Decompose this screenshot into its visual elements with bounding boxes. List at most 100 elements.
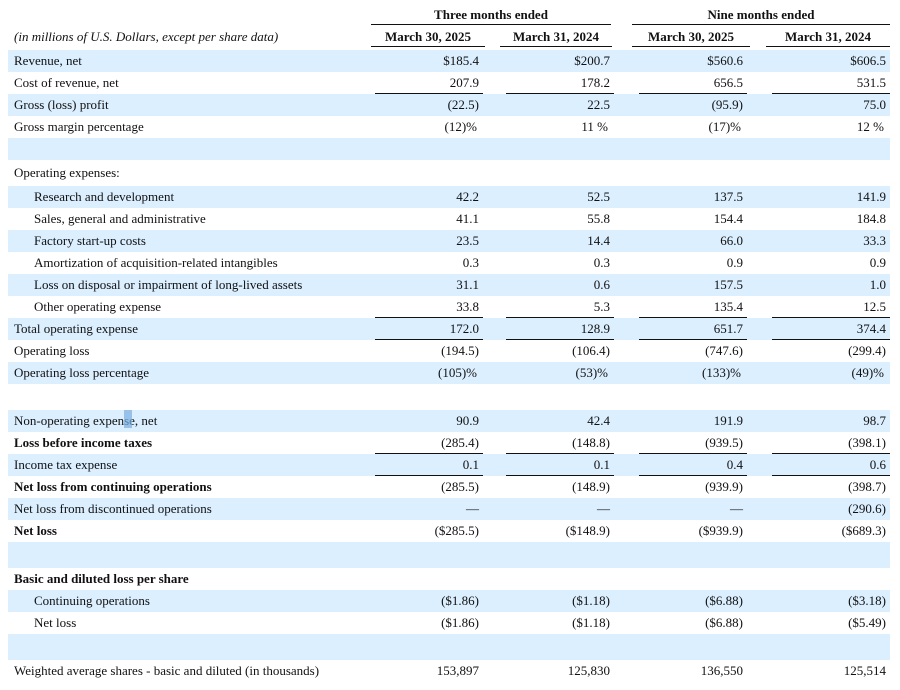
table-row: Non-operating expense, net 90.9 42.4 191.9 9… (8, 410, 890, 432)
row-label: Factory start-up costs (34, 233, 146, 248)
row-label: Basic and diluted loss per share (14, 571, 189, 586)
value-cell: — (597, 501, 610, 516)
table-row (8, 138, 890, 160)
table-row: Basic and diluted loss per share (8, 568, 890, 590)
value-cell: (747.6) (705, 343, 743, 358)
value-cell: (106.4) (572, 343, 610, 358)
value-cell: ($939.9) (635, 520, 747, 545)
value-cell (635, 160, 747, 186)
column-header-q-2025: March 30, 2025 (371, 28, 485, 47)
value-cell (502, 160, 614, 186)
row-label: Amortization of acquisition-related inta… (34, 255, 278, 270)
value-cell (371, 160, 483, 186)
table-row: Revenue, net $185.4 $200.7 $560.6 $606.5 (8, 50, 890, 72)
value-cell: 154.4 (713, 211, 743, 226)
table-row: Income tax expense 0.1 0.1 0.4 0.6 (8, 454, 890, 476)
value-cell: 98.7 (863, 413, 886, 428)
value-cell: 157.5 (713, 277, 743, 292)
value-cell: 172.0 (371, 318, 483, 340)
row-label: Income tax expense (14, 457, 118, 472)
value-cell: 374.4 (768, 318, 890, 340)
value-cell: 184.8 (856, 211, 886, 226)
value-cell: 33.8 (371, 296, 483, 318)
value-cell (371, 384, 483, 410)
units-caption: (in millions of U.S. Dollars, except per… (14, 29, 279, 44)
value-cell: (939.5) (635, 432, 747, 454)
value-cell: ($1.86) (441, 593, 479, 608)
row-label: Revenue, net (14, 53, 82, 68)
value-cell: ($1.18) (572, 593, 610, 608)
value-cell: 0.6 (593, 277, 610, 292)
table-row: Continuing operations ($1.86) ($1.18) ($6.8… (8, 590, 890, 612)
value-cell: 651.7 (635, 318, 747, 340)
value-cell (371, 542, 483, 568)
value-cell: 41.1 (456, 211, 479, 226)
value-cell: — (466, 501, 479, 516)
table-row: Net loss ($1.86) ($1.18) ($6.88) ($5.49) (8, 612, 890, 634)
value-cell: 42.2 (456, 189, 479, 204)
value-cell (502, 634, 614, 660)
value-cell (371, 138, 483, 160)
row-label: Total operating expense (14, 321, 138, 336)
value-cell: 0.1 (502, 454, 614, 476)
table-row: Other operating expense 33.8 5.3 135.4 12.5 (8, 296, 890, 318)
row-label: Net loss from discontinued operations (14, 501, 212, 516)
value-cell: 11 % (581, 119, 608, 134)
value-cell: 137.5 (713, 189, 743, 204)
row-label: Non-operating expense, net (14, 413, 158, 428)
value-cell: ($6.88) (705, 593, 743, 608)
value-cell: (22.5) (447, 97, 479, 112)
value-cell: 90.9 (456, 413, 479, 428)
row-label: Net loss (14, 523, 57, 538)
row-label: Operating expenses: (14, 165, 120, 180)
value-cell: (939.9) (705, 479, 743, 494)
table-row: Loss before income taxes (285.4) (148.8) (9… (8, 432, 890, 454)
value-cell: ($285.5) (371, 520, 483, 545)
value-cell: (299.4) (848, 343, 886, 358)
value-cell: (290.6) (848, 501, 886, 516)
value-cell: (148.8) (502, 432, 614, 454)
table-row: Sales, general and administrative 41.1 55.… (8, 208, 890, 230)
value-cell: (285.5) (441, 479, 479, 494)
value-cell (371, 634, 483, 660)
value-cell: 0.9 (869, 255, 886, 270)
value-cell (502, 384, 614, 410)
value-cell: 22.5 (587, 97, 610, 112)
value-cell: 42.4 (587, 413, 610, 428)
value-cell: $606.5 (850, 53, 886, 68)
value-cell (635, 634, 747, 660)
value-cell: 191.9 (713, 413, 743, 428)
value-cell (502, 568, 614, 590)
value-cell: 0.3 (593, 255, 610, 270)
value-cell: 0.9 (726, 255, 743, 270)
value-cell: 178.2 (502, 72, 614, 94)
value-cell: 75.0 (863, 97, 886, 112)
value-cell: 33.3 (863, 233, 886, 248)
table-row: Net loss from discontinued operations — — —… (8, 498, 890, 520)
value-cell: 656.5 (635, 72, 747, 94)
value-cell: ($148.9) (502, 520, 614, 545)
value-cell: 12 % (856, 119, 884, 134)
value-cell: ($1.18) (572, 615, 610, 630)
value-cell: 0.4 (635, 454, 747, 476)
column-header-9m-2024: March 31, 2024 (766, 28, 890, 47)
table-row: Total operating expense 172.0 128.9 651.7 37… (8, 318, 890, 340)
value-cell: 135.4 (635, 296, 747, 318)
value-cell: 0.1 (371, 454, 483, 476)
value-cell: ($3.18) (848, 593, 886, 608)
table-row: Operating loss (194.5) (106.4) (747.6) (299.… (8, 340, 890, 362)
value-cell: 125,514 (843, 663, 886, 678)
value-cell: (12)% (444, 119, 478, 134)
row-label: Continuing operations (34, 593, 150, 608)
value-cell (768, 634, 890, 660)
value-cell (768, 138, 890, 160)
value-cell: (105)% (438, 365, 477, 380)
row-label: Gross margin percentage (14, 119, 144, 134)
value-cell: 0.6 (768, 454, 890, 476)
value-cell: 1.0 (869, 277, 886, 292)
table-row: Research and development 42.2 52.5 137.5 141… (8, 186, 890, 208)
value-cell (502, 138, 614, 160)
value-cell (635, 542, 747, 568)
value-cell: (17)% (708, 119, 742, 134)
value-cell: 66.0 (720, 233, 743, 248)
